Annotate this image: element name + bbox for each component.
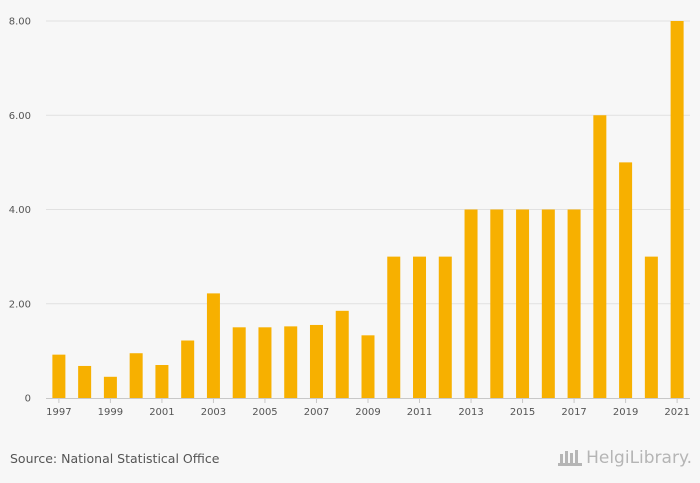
x-tick-label: 2013 [458,407,483,418]
x-tick-label: 2009 [355,407,380,418]
x-tick-label: 1999 [98,407,123,418]
bar-2018[interactable] [593,115,607,398]
bar-2017[interactable] [567,209,581,399]
bar-2002[interactable] [181,340,195,398]
bar-2009[interactable] [361,335,375,398]
bar-2007[interactable] [309,324,323,398]
helgi-library-logo[interactable]: HelgiLibrary. [557,448,692,468]
source-note: Source: National Statistical Office [10,451,220,466]
x-tick-label: 2011 [407,407,432,418]
logo-text: HelgiLibrary. [586,448,692,468]
bar-2015[interactable] [516,209,530,399]
library-logo-icon [558,450,583,466]
y-tick-label: 0 [25,394,31,405]
x-tick-label: 2019 [613,407,638,418]
bar-1997[interactable] [52,354,66,398]
bar-2021[interactable] [670,21,684,398]
bar-2010[interactable] [387,256,401,398]
bar-2011[interactable] [413,256,427,398]
x-tick-label: 1997 [46,407,71,418]
bar-2001[interactable] [155,365,169,398]
y-tick-label: 6.00 [9,111,31,122]
bar-2006[interactable] [284,326,298,398]
y-tick-label: 2.00 [9,299,31,310]
bar-2003[interactable] [206,293,220,398]
bar-2013[interactable] [464,209,478,399]
x-tick-label: 2015 [510,407,535,418]
x-tick-label: 2007 [304,407,329,418]
bar-2019[interactable] [619,162,633,398]
bar-2016[interactable] [541,209,555,399]
bar-chart: 0 2.00 4.00 6.00 8.00 1997 1999 2001 2003 2005 200… [9,17,690,418]
x-tick-label: 2017 [561,407,586,418]
bar-2005[interactable] [258,327,272,398]
bar-2020[interactable] [644,256,658,398]
bar-1999[interactable] [103,376,117,398]
bar-1998[interactable] [78,365,92,398]
bar-2000[interactable] [129,353,143,398]
bar-2008[interactable] [335,310,349,398]
bar-2004[interactable] [232,327,246,398]
x-tick-label: 2001 [149,407,174,418]
y-tick-label: 8.00 [9,17,31,28]
y-tick-label: 4.00 [9,205,31,216]
x-tick-label: 2003 [201,407,226,418]
bar-2014[interactable] [490,209,504,399]
bar-2012[interactable] [438,256,452,398]
x-tick-label: 2021 [664,407,689,418]
x-tick-label: 2005 [252,407,277,418]
